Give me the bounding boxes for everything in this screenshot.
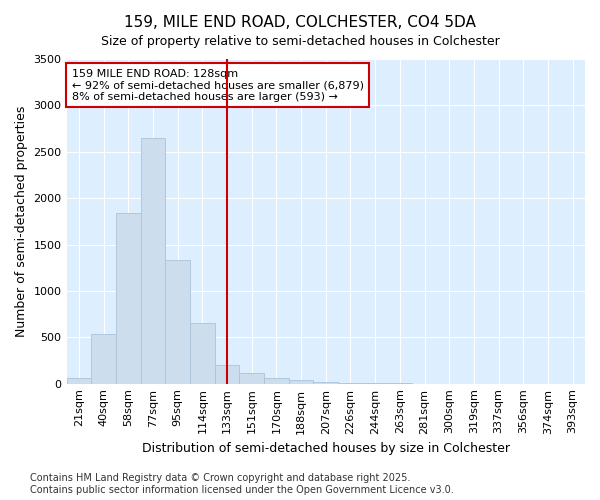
Bar [289, 380, 313, 384]
Bar [239, 374, 264, 384]
Bar [116, 213, 140, 384]
Y-axis label: Number of semi-detached properties: Number of semi-detached properties [15, 106, 28, 337]
X-axis label: Distribution of semi-detached houses by size in Colchester: Distribution of semi-detached houses by … [142, 442, 510, 455]
Text: 159, MILE END ROAD, COLCHESTER, CO4 5DA: 159, MILE END ROAD, COLCHESTER, CO4 5DA [124, 15, 476, 30]
Bar [264, 378, 289, 384]
Bar [313, 382, 338, 384]
Bar [338, 383, 363, 384]
Bar [140, 138, 165, 384]
Text: Contains HM Land Registry data © Crown copyright and database right 2025.
Contai: Contains HM Land Registry data © Crown c… [30, 474, 454, 495]
Bar [190, 324, 215, 384]
Text: Size of property relative to semi-detached houses in Colchester: Size of property relative to semi-detach… [101, 35, 499, 48]
Bar [67, 378, 91, 384]
Bar [91, 334, 116, 384]
Bar [215, 365, 239, 384]
Bar [165, 260, 190, 384]
Text: 159 MILE END ROAD: 128sqm
← 92% of semi-detached houses are smaller (6,879)
8% o: 159 MILE END ROAD: 128sqm ← 92% of semi-… [72, 68, 364, 102]
